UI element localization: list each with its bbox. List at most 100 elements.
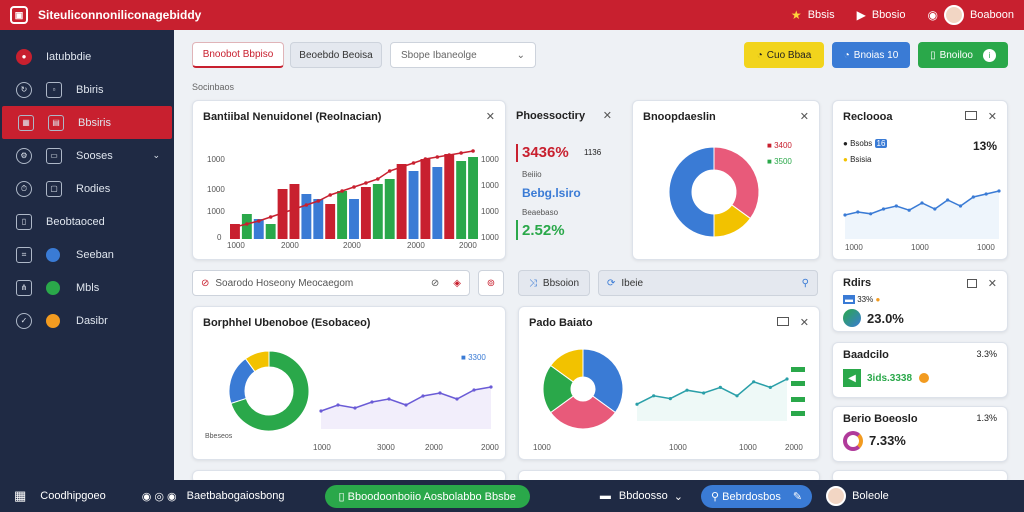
bar bbox=[349, 199, 359, 239]
y-tick: 1000 bbox=[207, 185, 225, 194]
tab-second[interactable]: Beoebdo Beoisa bbox=[290, 42, 382, 68]
menu-label[interactable]: Coodhipgoeo bbox=[40, 490, 106, 502]
sidebar-item-6[interactable]: ⌗ Seeban bbox=[0, 238, 174, 271]
window-icon[interactable] bbox=[965, 111, 977, 120]
badge: ▬ 33% ● bbox=[843, 295, 881, 304]
link-text[interactable]: Baetbabogaiosbong bbox=[186, 490, 285, 502]
data-point bbox=[489, 385, 493, 389]
window-icon[interactable] bbox=[967, 279, 977, 288]
topbar-item-1[interactable]: ★ Bbsis bbox=[790, 8, 835, 22]
sidebar-item-8[interactable]: ✓ Dasibr bbox=[0, 304, 174, 337]
bar bbox=[301, 194, 312, 239]
kpi-label-1: Beiiio bbox=[522, 170, 542, 179]
network-icon: ⌗ bbox=[16, 246, 32, 263]
chevron-down-icon: ⌄ bbox=[516, 49, 525, 61]
bar bbox=[468, 157, 478, 239]
action-button-green[interactable]: ▯ Bnoiloo i bbox=[918, 42, 1008, 68]
close-icon[interactable]: ✕ bbox=[987, 111, 997, 123]
close-icon[interactable]: ✕ bbox=[485, 111, 495, 123]
card-title: Borphhel Ubenoboe (Esobaceo) bbox=[203, 317, 371, 329]
data-point bbox=[920, 201, 924, 205]
sidebar: ● Iatubbdie ↻ ▫ Bbiris ▦ ▤ Bbsiris ⚙ ▭ Sooses ⌄ … bbox=[0, 30, 174, 480]
search-icon[interactable]: ⚲ bbox=[801, 277, 809, 289]
avatar[interactable] bbox=[826, 486, 847, 506]
data-point bbox=[370, 400, 374, 404]
dots-icon[interactable]: ◉ ◎ ◉ bbox=[141, 490, 177, 503]
pin-button[interactable]: ⊚ bbox=[478, 270, 504, 296]
trend-point bbox=[435, 155, 440, 159]
chevron-down-icon[interactable]: ⌄ bbox=[152, 150, 160, 160]
cta-button[interactable]: ▯ Bboodoonboiio Aosbolabbo Bbsbe bbox=[324, 484, 530, 508]
ring-icon bbox=[843, 431, 863, 451]
sidebar-item-brand[interactable]: ● Iatubbdie bbox=[0, 40, 174, 73]
data-point bbox=[971, 195, 975, 199]
topbar-item-2[interactable]: ▶ Bbosio bbox=[856, 8, 906, 22]
main-content: Bnoobot Bbpiso Beoebdo Beoisa Sbope Iban… bbox=[174, 30, 1024, 484]
data-point bbox=[421, 394, 425, 398]
legend-item: ■ 3400 bbox=[767, 141, 792, 150]
x-tick: 2000 bbox=[407, 241, 425, 250]
bar bbox=[444, 154, 455, 239]
close-icon[interactable]: ✕ bbox=[799, 317, 809, 329]
right-link[interactable]: Bbdoosso bbox=[618, 490, 668, 502]
tab-active[interactable]: Bnoobot Bbpiso bbox=[192, 42, 284, 68]
close-icon[interactable]: ✕ bbox=[799, 111, 809, 123]
card-donut: Bnoopdaeslin ✕ ■ 3400 ■ 3500 bbox=[632, 100, 820, 260]
data-point bbox=[869, 212, 873, 216]
sidebar-item-7[interactable]: ⋔ Mbls bbox=[0, 271, 174, 304]
card-title: Recloooa bbox=[843, 111, 893, 123]
query-input[interactable]: ⟳ Ibeie ⚲ bbox=[598, 270, 818, 296]
filter-select[interactable]: Sbope Ibaneolge ⌄ bbox=[390, 42, 536, 68]
window-icon[interactable] bbox=[777, 317, 789, 326]
clear-icon[interactable]: ⊘ bbox=[430, 277, 440, 289]
refresh-icon: ⟳ bbox=[607, 277, 616, 289]
close-icon[interactable]: ✕ bbox=[987, 278, 997, 290]
document-icon: ▯ bbox=[338, 490, 348, 503]
card-title: Baadcilo bbox=[843, 349, 889, 361]
data-point bbox=[785, 377, 789, 381]
sidebar-item-1[interactable]: ↻ ▫ Bbiris bbox=[0, 73, 174, 106]
chip-button[interactable]: ⚲ Bebrdosbos ✎ bbox=[701, 484, 813, 508]
data-point bbox=[958, 204, 963, 208]
data-point bbox=[336, 403, 340, 407]
sidebar-item-2[interactable]: ▦ ▤ Bbsiris bbox=[2, 106, 172, 139]
tag-icon[interactable]: ◈ bbox=[453, 277, 461, 289]
card-title: Bantiibal Nenuidonel (Reolnacian) bbox=[203, 111, 382, 123]
edit-icon: ✎ bbox=[792, 490, 803, 503]
app-logo-icon[interactable]: ▣ bbox=[10, 6, 28, 24]
data-point bbox=[984, 192, 988, 196]
close-icon[interactable]: ✕ bbox=[602, 110, 612, 122]
x-tick: 2000 bbox=[459, 241, 477, 250]
clock-icon: ◔ bbox=[843, 49, 850, 61]
action-button-yellow[interactable]: ◔ Cuo Bbaa bbox=[744, 42, 824, 68]
kpi-bar-green bbox=[516, 220, 518, 240]
chevron-down-icon[interactable]: ⌄ bbox=[673, 490, 684, 503]
action-button-blue[interactable]: ◔ Bnoias 10 bbox=[832, 42, 910, 68]
filter-button[interactable]: ⤨ Bbsoion bbox=[518, 270, 590, 296]
line-chart bbox=[843, 189, 1001, 239]
sidebar-item-3[interactable]: ⚙ ▭ Sooses ⌄ bbox=[0, 139, 174, 172]
x-tick: 1000 bbox=[669, 443, 687, 452]
document-icon: ▯ bbox=[16, 213, 32, 230]
sidebar-item-4[interactable]: ⏱ ▢ Rodies bbox=[0, 172, 174, 205]
play-icon[interactable]: ◀ bbox=[843, 369, 861, 387]
y-tick: 1000 bbox=[207, 207, 225, 216]
kpi-bar-red bbox=[516, 144, 518, 162]
x-tick: 1000 bbox=[845, 243, 863, 252]
topbar-user[interactable]: ◉ Boaboon bbox=[927, 5, 1014, 25]
monitor-icon[interactable]: ▬ bbox=[599, 490, 611, 502]
series-line bbox=[636, 378, 788, 405]
search-input[interactable]: ⊘ Soarodo Hoseony Meocaegom ⊘ ◈ bbox=[192, 270, 470, 296]
card-kpi: Phoessoctiry ✕ 3436% 1136 Beiiio Bebg.ls… bbox=[510, 100, 622, 260]
trend-point bbox=[399, 165, 404, 169]
sidebar-item-5[interactable]: ▯ Beobtaoced bbox=[0, 205, 174, 238]
bar bbox=[337, 191, 348, 239]
bar bbox=[372, 184, 383, 239]
refresh-icon: ↻ bbox=[16, 81, 32, 98]
x-tick: 2000 bbox=[343, 241, 361, 250]
status-dot-orange bbox=[46, 313, 60, 328]
legend-swatch bbox=[791, 397, 805, 402]
settings-icon: ◉ bbox=[927, 8, 938, 22]
y-tick-right: 1000 bbox=[481, 233, 499, 242]
grid-icon[interactable]: ▦ bbox=[14, 488, 27, 503]
